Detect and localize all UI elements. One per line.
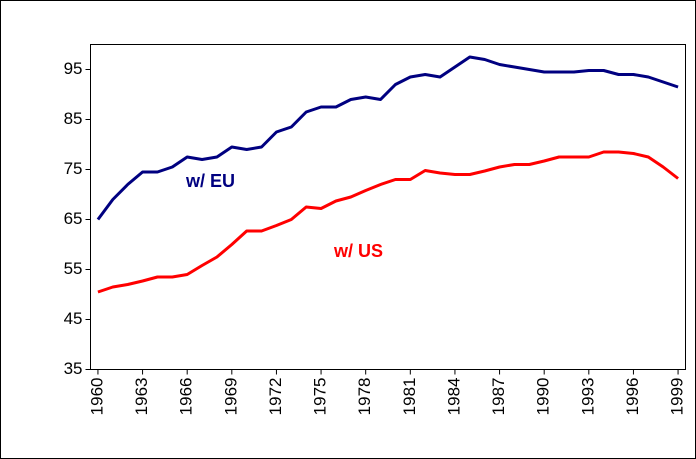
x-tick-label: 1987 [489, 378, 508, 416]
y-tick-label: 95 [64, 59, 83, 78]
series-label: w/ EU [185, 171, 235, 191]
line-series [97, 150, 679, 294]
line-series [96, 55, 679, 221]
x-tick-label: 1969 [221, 378, 240, 416]
y-tick-label: 35 [64, 359, 83, 378]
y-tick-label: 75 [64, 159, 83, 178]
x-tick-label: 1963 [132, 378, 151, 416]
x-tick-label: 1996 [623, 378, 642, 416]
plot-area [90, 44, 686, 370]
x-tick-label: 1975 [311, 378, 330, 416]
x-tick-label: 1990 [534, 378, 553, 416]
x-tick-label: 1960 [87, 378, 106, 416]
x-tick-label: 1984 [444, 378, 463, 416]
y-tick-label: 55 [64, 259, 83, 278]
series-label: w/ US [333, 241, 383, 261]
x-tick-label: 1993 [578, 378, 597, 416]
x-tick-label: 1981 [400, 378, 419, 416]
x-tick-label: 1966 [177, 378, 196, 416]
x-tick-label: 1972 [266, 378, 285, 416]
y-tick-label: 45 [64, 309, 83, 328]
y-tick-label: 65 [64, 209, 83, 228]
x-tick-label: 1978 [355, 378, 374, 416]
x-tick-label: 1999 [668, 378, 687, 416]
y-tick-label: 85 [64, 109, 83, 128]
